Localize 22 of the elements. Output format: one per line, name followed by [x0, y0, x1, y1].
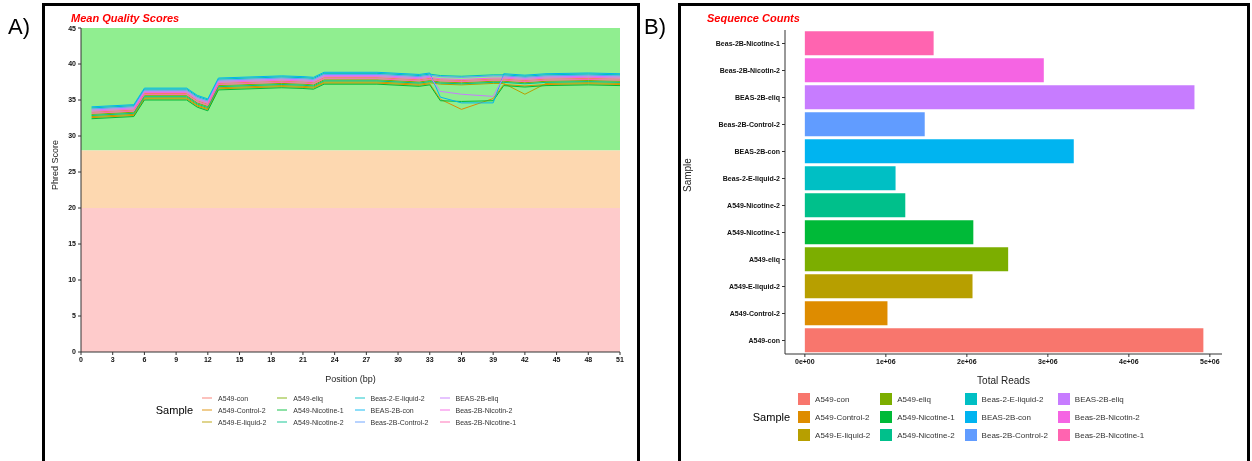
legend-label: BEAS-2B-con: [981, 412, 1031, 422]
chart-title: Sequence Counts: [706, 12, 801, 26]
legend-label: Beas-2B-Nicotine-1: [1074, 430, 1145, 440]
legend-label: A549-eliq: [897, 394, 932, 404]
legend-label: A549-E-liquid-2: [815, 430, 871, 440]
legend-label: Beas-2-E-liquid-2: [981, 394, 1044, 404]
text: A): [8, 14, 30, 40]
legend-title: Sample: [155, 404, 194, 416]
legend-label: BEAS-2B-eliq: [1074, 394, 1124, 404]
legend-label: A549-con: [815, 394, 850, 404]
legend-title: Sample: [752, 411, 791, 423]
y-axis-title: Phred Score: [50, 139, 61, 190]
legend-label: Beas-2B-Control-2: [981, 430, 1048, 440]
y-axis-title: Sample: [681, 157, 693, 192]
legend-label: Beas-2B-Nicotin-2: [1074, 412, 1140, 422]
x-axis-title: Position (bp): [325, 374, 376, 384]
legend-label: A549-Nicotine-1: [897, 412, 955, 422]
text: B): [644, 14, 666, 40]
chart-title: Mean Quality Scores: [70, 12, 181, 26]
legend-label: A549-Control-2: [815, 412, 870, 422]
legend-label: A549-Nicotine-2: [897, 430, 955, 440]
x-axis-title: Total Reads: [977, 375, 1030, 386]
